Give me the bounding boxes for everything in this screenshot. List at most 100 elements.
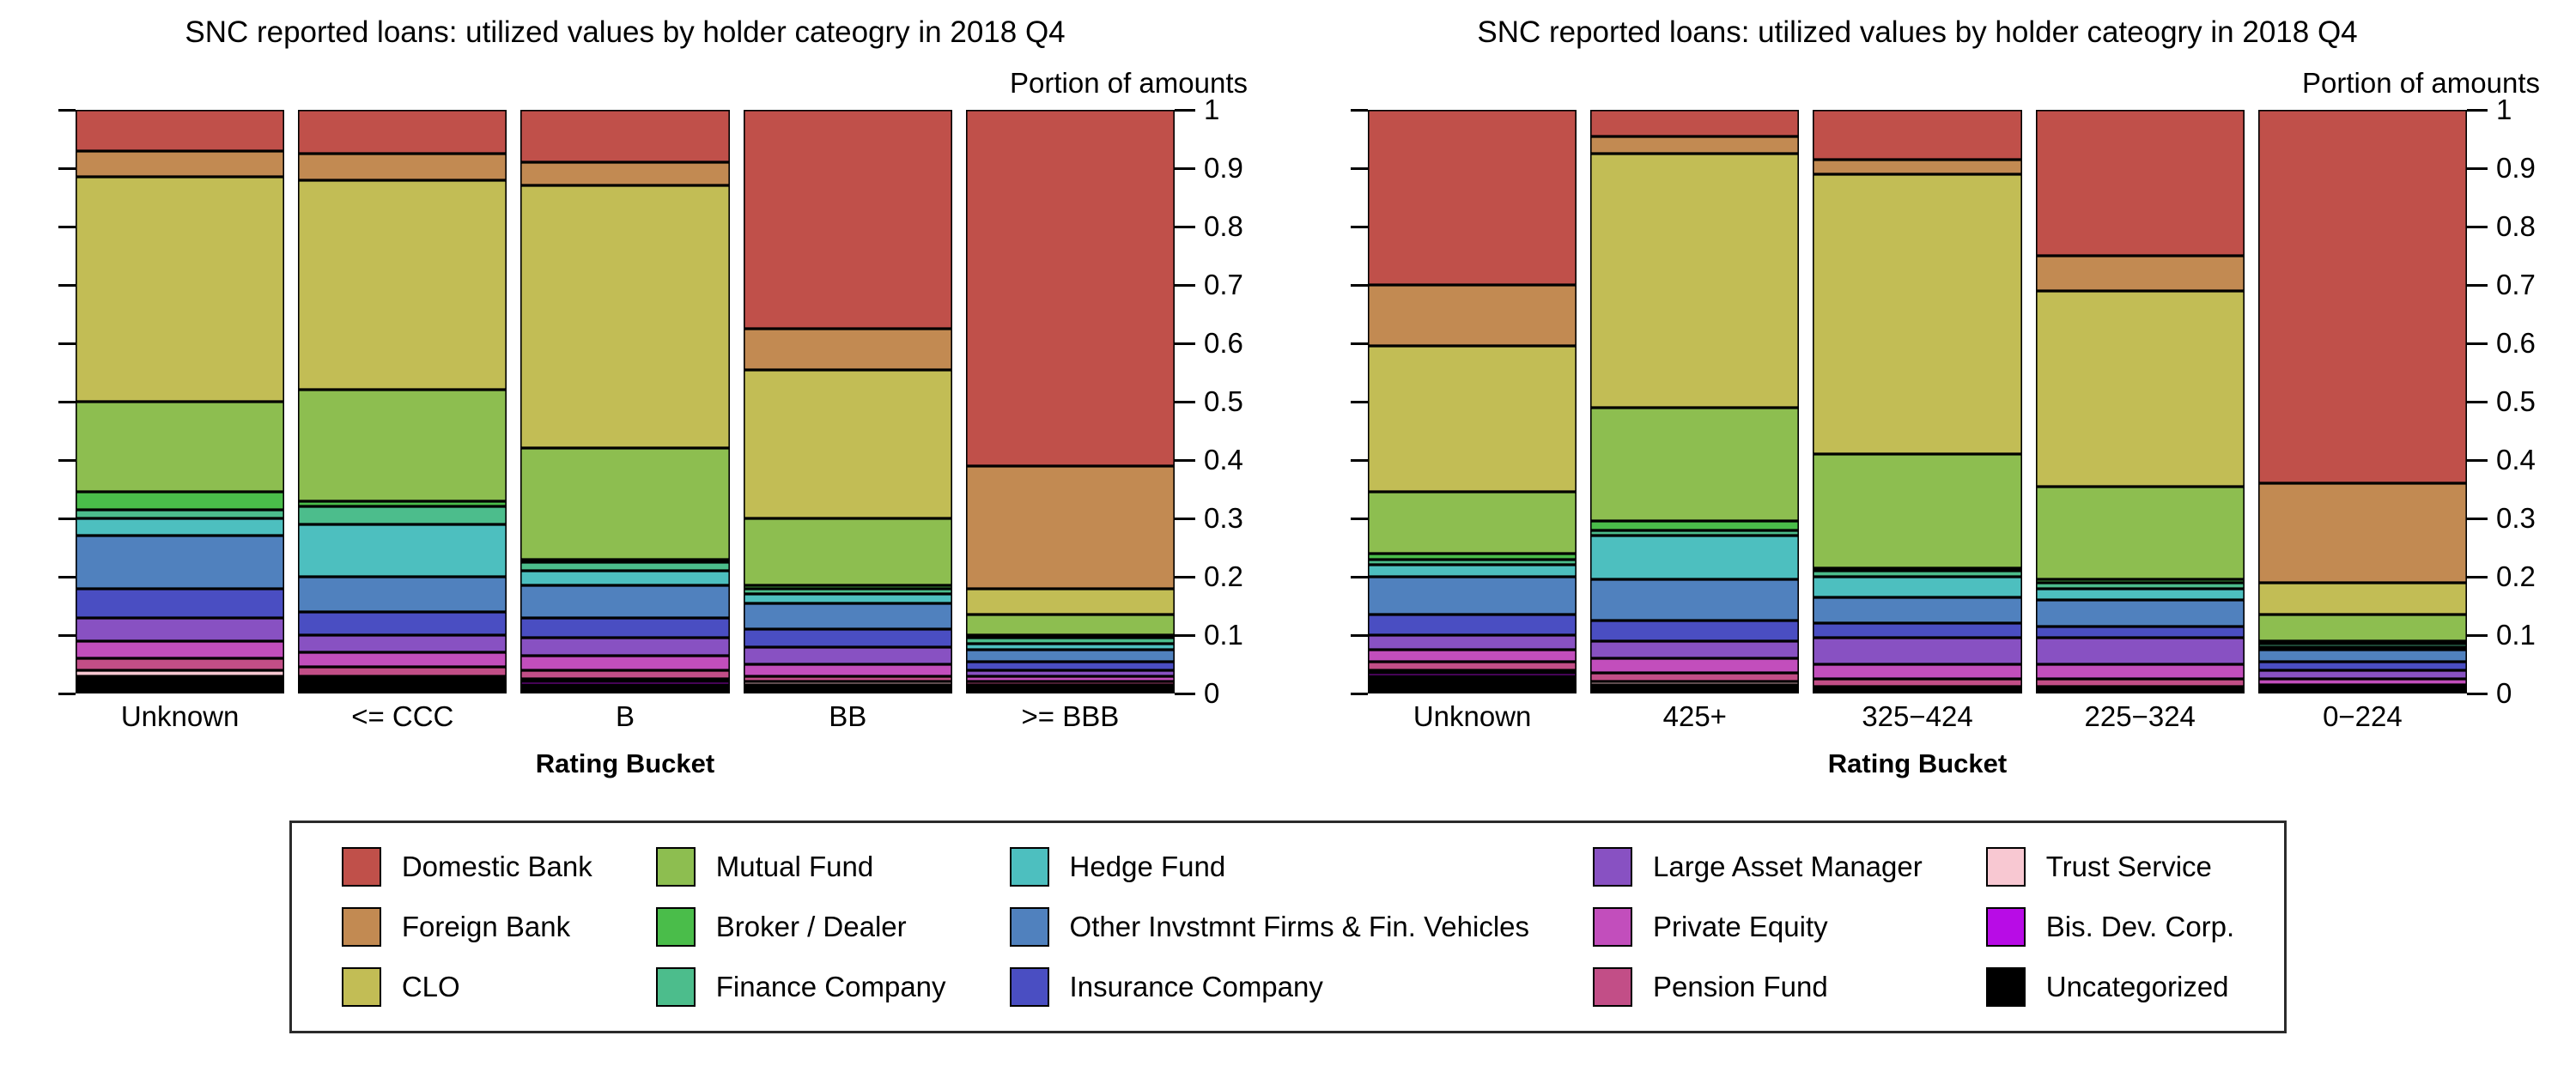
bar-segment	[520, 448, 730, 560]
bar-segment	[298, 506, 507, 524]
y-tick-mark	[2467, 167, 2488, 170]
y-tick-mark	[2467, 575, 2488, 578]
legend-label: Mutual Fund	[715, 851, 874, 882]
bar-segment	[965, 687, 1176, 689]
bar-segment	[76, 110, 285, 151]
bar-segment	[1813, 690, 2022, 693]
legend-item: Pension Fund	[1593, 967, 1923, 1007]
y-tick-label: 0.1	[2496, 619, 2536, 651]
y-tick-label: 0.4	[2496, 444, 2536, 475]
x-tick-row: Unknown 425+ 325−424 225−324 0−224	[1368, 700, 2467, 733]
bar-segment	[1368, 492, 1577, 554]
x-axis-title: Rating Bucket	[1827, 748, 2008, 778]
bar-segment	[520, 681, 730, 685]
bar-segment	[1368, 669, 1577, 674]
bar-segment	[743, 329, 952, 370]
x-tick-label: 225−324	[2084, 700, 2196, 732]
bar-segment	[743, 629, 952, 647]
y-tick-mark	[58, 692, 76, 695]
legend-grid: Domestic Bank Foreign Bank CLO Mutual Fund B…	[289, 821, 2287, 1033]
legend-label: Large Asset Manager	[1653, 851, 1923, 882]
bar-segment	[743, 663, 952, 676]
bar-segment	[1590, 673, 1800, 682]
legend-label: Broker / Dealer	[715, 911, 907, 942]
bar-segment	[1368, 346, 1577, 493]
y-tick-label: 0.4	[1204, 444, 1243, 475]
bar-segment	[298, 524, 507, 577]
y-tick-label: 1	[2496, 94, 2512, 125]
y-tick-mark	[1351, 633, 1368, 637]
y-tick-label: 0.2	[1204, 560, 1243, 592]
y-tick-label: 0.2	[2496, 560, 2536, 592]
right-chart: SNC reported loans: utilized values by h…	[1351, 15, 2540, 779]
bar-segment	[1590, 110, 1800, 136]
stacked-bar	[1590, 110, 1800, 693]
bar-segment	[2035, 688, 2245, 691]
bar-segment	[2035, 486, 2245, 580]
legend-item: Foreign Bank	[341, 907, 592, 947]
y-tick-mark	[1175, 692, 1195, 695]
bar-segment	[520, 561, 730, 572]
y-tick-mark	[1175, 342, 1195, 345]
y-tick-mark	[58, 575, 76, 578]
bar-segment	[298, 611, 507, 635]
bar-segment	[1590, 530, 1800, 536]
bar-segment	[743, 594, 952, 603]
bar-segment	[2257, 669, 2468, 679]
bar-segment	[2257, 684, 2468, 688]
legend-swatch	[1009, 907, 1049, 947]
bar-segment	[2035, 110, 2245, 256]
bar-segment	[1368, 615, 1577, 635]
y-tick-mark	[58, 400, 76, 403]
y-tick-mark	[1351, 108, 1368, 112]
bar-segment	[520, 110, 730, 163]
y-tick-label: 0	[2496, 677, 2512, 709]
x-tick-label: >= BBB	[1021, 700, 1120, 732]
bar-segment	[2257, 661, 2468, 670]
bar-segment	[76, 675, 285, 679]
bar-segment	[76, 177, 285, 402]
bar-segment	[298, 110, 507, 154]
y-tick-mark	[2467, 342, 2488, 345]
bar-segment	[298, 390, 507, 501]
legend-swatch	[655, 907, 696, 947]
bar-segment	[1813, 597, 2022, 624]
bar-segment	[298, 681, 507, 693]
bar-segment	[298, 154, 507, 180]
bar-segment	[1590, 640, 1800, 659]
bar-segment	[1590, 687, 1800, 693]
bar-segment	[2257, 646, 2468, 650]
y-tick-mark	[2467, 517, 2488, 520]
y-tick-mark	[58, 225, 76, 228]
legend-label: Other Invstmnt Firms & Fin. Vehicles	[1069, 911, 1530, 942]
bar-segment	[1813, 110, 2022, 160]
bar-segment	[1368, 634, 1577, 650]
bar-segment	[1590, 579, 1800, 621]
x-tick-label: BB	[829, 700, 867, 732]
y-tick-mark	[2467, 108, 2488, 112]
y-tick-mark	[1175, 575, 1195, 578]
bar-segment	[1368, 675, 1577, 693]
legend-swatch	[341, 847, 381, 887]
legend-swatch	[1985, 847, 2026, 887]
y-tick-mark	[2467, 458, 2488, 462]
bar-segment	[965, 588, 1176, 615]
left-chart: SNC reported loans: utilized values by h…	[58, 15, 1248, 779]
bar-segment	[2035, 588, 2245, 601]
y-tick-mark	[1175, 225, 1195, 228]
bar-segment	[2257, 110, 2468, 484]
bar-segment	[520, 162, 730, 186]
x-tick-label: B	[616, 700, 635, 732]
y-tick-mark	[2467, 400, 2488, 403]
bar-segment	[1590, 153, 1800, 408]
bar-segment	[298, 678, 507, 682]
bar-segment	[76, 669, 285, 676]
bar-segment	[76, 588, 285, 618]
bar-segment	[298, 500, 507, 507]
bar-segment	[1368, 661, 1577, 670]
bar-segment	[76, 150, 285, 178]
y-tick-mark	[1175, 167, 1195, 170]
bar-segment	[1813, 567, 2022, 572]
legend-swatch	[1985, 907, 2026, 947]
plot-area	[1351, 108, 2488, 695]
